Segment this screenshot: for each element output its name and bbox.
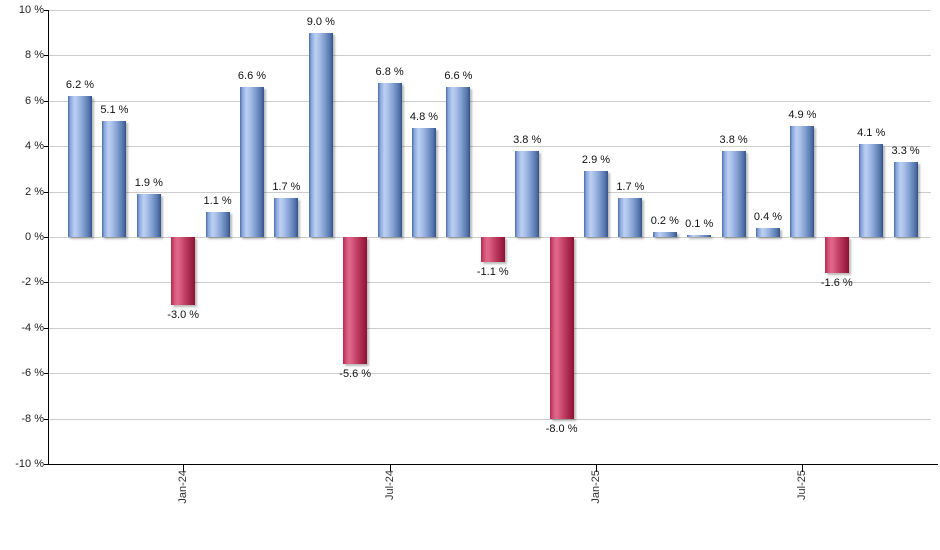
y-axis-tick	[44, 327, 48, 329]
y-axis-tick	[44, 237, 48, 238]
bar-Aug-24[interactable]	[412, 128, 436, 237]
bar-Jan-24[interactable]	[171, 237, 196, 306]
y-axis-tick	[44, 55, 48, 57]
bar-Feb-25[interactable]	[618, 198, 643, 237]
y-gridline	[48, 282, 931, 284]
bar-value-label: 1.1 %	[203, 195, 232, 208]
y-axis-tick	[44, 146, 48, 148]
bar-May-25[interactable]	[721, 150, 746, 237]
bar-value-label: 0.4 %	[753, 210, 783, 223]
y-gridline	[48, 10, 931, 11]
x-axis-tick-label: Jan-25	[590, 470, 602, 504]
bar-value-label: 1.7 %	[616, 181, 645, 194]
y-gridline	[48, 373, 931, 375]
y-axis-tick	[44, 10, 48, 11]
bar-value-label: 0.1 %	[685, 217, 714, 230]
y-axis-tick-label: 10 %	[18, 4, 44, 16]
bar-Oct-24[interactable]	[480, 237, 505, 262]
x-axis-tick	[596, 464, 597, 472]
bar-Oct-23[interactable]	[68, 96, 92, 237]
bar-value-label: 1.7 %	[272, 181, 301, 194]
bar-value-label: 6.8 %	[375, 65, 404, 78]
x-axis-tick-label: Jul-25	[796, 470, 809, 500]
bar-Jun-24[interactable]	[343, 237, 368, 365]
bar-Nov-23[interactable]	[102, 121, 127, 237]
bar-Dec-24[interactable]	[549, 237, 574, 419]
bar-value-label: -1.6 %	[820, 277, 853, 290]
bar-value-label: 6.6 %	[237, 70, 267, 83]
bar-Apr-25[interactable]	[687, 234, 712, 237]
y-axis-tick-label: -2 %	[21, 276, 44, 289]
bar-value-label: -8.0 %	[545, 422, 578, 435]
bar-Feb-24[interactable]	[205, 212, 230, 237]
bar-value-label: 4.8 %	[409, 111, 439, 124]
bar-Jun-25[interactable]	[756, 227, 780, 237]
bar-Dec-23[interactable]	[136, 193, 161, 237]
bar-value-label: 5.1 %	[100, 104, 129, 117]
bar-Sep-25[interactable]	[859, 143, 884, 237]
y-axis-tick-label: 0 %	[25, 231, 44, 243]
y-axis-tick-label: -10 %	[15, 458, 44, 470]
x-axis-tick	[802, 464, 804, 472]
bar-Sep-24[interactable]	[446, 87, 471, 237]
y-axis-tick	[44, 373, 48, 375]
bar-Jul-24[interactable]	[377, 82, 402, 237]
bar-Oct-25[interactable]	[893, 162, 918, 237]
y-gridline	[48, 327, 931, 329]
x-axis-tick	[389, 464, 391, 472]
y-axis-tick-label: 4 %	[25, 140, 44, 153]
bar-value-label: -5.6 %	[339, 368, 372, 381]
y-axis-tick-label: -8 %	[21, 412, 44, 425]
bar-Apr-24[interactable]	[274, 198, 299, 237]
bar-value-label: 6.6 %	[444, 70, 473, 83]
bar-value-label: 9.0 %	[306, 15, 335, 28]
y-gridline	[48, 55, 931, 57]
bar-value-label: 2.9 %	[581, 154, 611, 167]
y-axis-tick-label: 8 %	[25, 49, 44, 62]
bar-Aug-25[interactable]	[824, 237, 849, 274]
y-axis-tick-label: -6 %	[21, 367, 44, 380]
y-axis-tick	[44, 418, 48, 420]
bar-value-label: 0.2 %	[650, 215, 679, 228]
y-axis-tick-label: -4 %	[21, 321, 44, 334]
bar-Nov-24[interactable]	[515, 150, 540, 237]
bar-value-label: 3.3 %	[891, 145, 920, 158]
bar-Mar-24[interactable]	[240, 87, 264, 237]
bar-Jan-25[interactable]	[584, 171, 608, 237]
y-axis-tick	[44, 100, 48, 102]
y-gridline	[48, 418, 931, 420]
bar-value-label: -3.0 %	[167, 309, 200, 322]
y-gridline	[48, 100, 931, 102]
y-axis-tick-label: 2 %	[25, 185, 44, 198]
x-axis-line	[48, 464, 938, 465]
bar-May-24[interactable]	[308, 32, 333, 237]
bar-value-label: 3.8 %	[513, 133, 542, 146]
y-axis-tick	[44, 191, 48, 193]
bar-Mar-25[interactable]	[652, 232, 677, 237]
y-gridline	[48, 146, 931, 148]
x-axis-tick	[183, 464, 185, 472]
bar-value-label: 4.9 %	[788, 108, 817, 121]
y-axis-tick-label: 6 %	[25, 94, 44, 107]
y-axis-tick	[44, 282, 48, 284]
x-axis-tick-label: Jul-24	[383, 470, 396, 500]
y-axis-line	[48, 10, 49, 464]
bar-value-label: -1.1 %	[476, 265, 509, 278]
bar-value-label: 1.9 %	[134, 176, 163, 189]
bar-value-label: 6.2 %	[65, 79, 95, 92]
y-gridline	[48, 191, 931, 193]
bar-Jul-25[interactable]	[790, 125, 815, 237]
bar-value-label: 4.1 %	[857, 126, 886, 139]
bar-value-label: 3.8 %	[719, 133, 748, 146]
x-axis-tick-label: Jan-24	[177, 470, 190, 504]
y-axis-tick	[44, 464, 48, 465]
